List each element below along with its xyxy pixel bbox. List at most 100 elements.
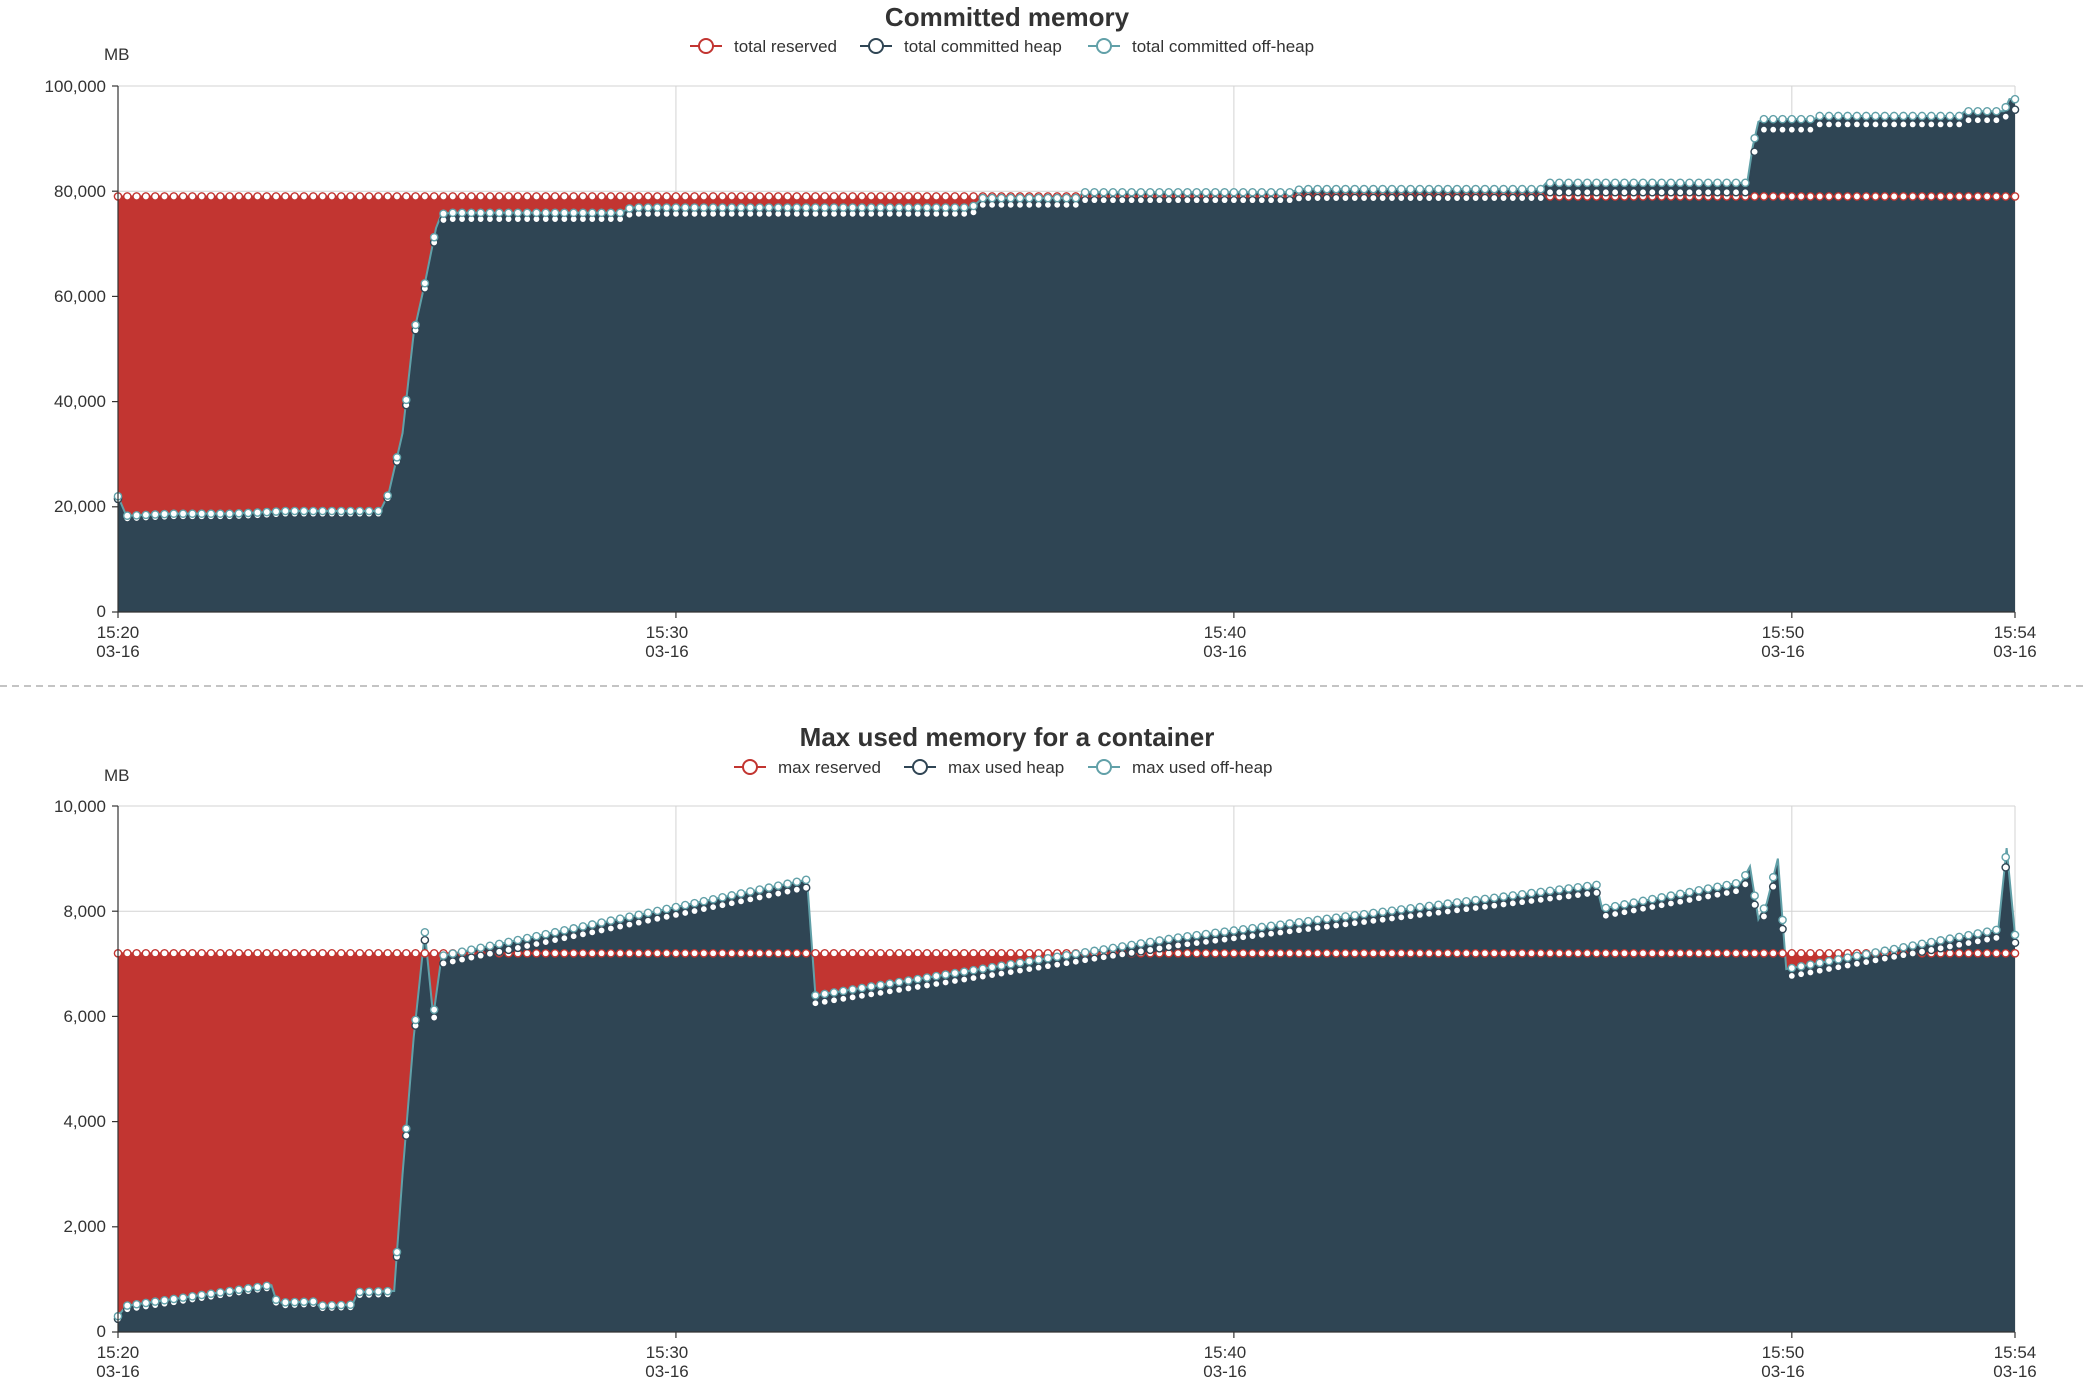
offheap-point [932, 971, 941, 981]
offheap-point [1992, 925, 2001, 935]
legend-item-total-committed-heap[interactable]: total committed heap [860, 37, 1062, 56]
heap-point [1675, 897, 1685, 907]
offheap-point [290, 1297, 299, 1307]
offheap-point [1117, 187, 1127, 197]
heap-point [1294, 194, 1304, 203]
offheap-point [1489, 893, 1499, 903]
reserved-point [420, 948, 430, 958]
heap-point [1210, 936, 1220, 946]
offheap-point [392, 1247, 402, 1257]
offheap-point [160, 1295, 169, 1305]
x-tick-date: 03-16 [645, 642, 688, 661]
legend-item-total-reserved[interactable]: total reserved [690, 37, 837, 56]
heap-point [1090, 195, 1099, 205]
offheap-point [1982, 927, 1992, 936]
offheap-point [1173, 187, 1183, 197]
heap-point [485, 949, 495, 959]
offheap-point [457, 208, 467, 218]
heap-point [1629, 187, 1639, 197]
offheap-point [1294, 185, 1304, 194]
offheap-point [1313, 915, 1322, 925]
reserved-point [904, 948, 913, 958]
reserved-point [271, 948, 281, 958]
offheap-point [1908, 111, 1918, 121]
offheap-point [1973, 929, 1983, 938]
reserved-point [522, 192, 532, 201]
offheap-point [308, 506, 318, 516]
reserved-point [718, 948, 727, 958]
y-tick-label: 20,000 [54, 497, 106, 516]
offheap-point [1183, 932, 1192, 941]
heap-point [1099, 195, 1108, 205]
offheap-point [913, 203, 923, 212]
reserved-point [262, 192, 272, 201]
offheap-point [1815, 958, 1825, 968]
heap-point [1006, 200, 1016, 210]
heap-point [1303, 193, 1313, 203]
offheap-point [1313, 184, 1322, 194]
heap-point [1359, 193, 1369, 203]
offheap-point [429, 232, 439, 242]
offheap-point [448, 949, 458, 958]
offheap-point [1387, 906, 1397, 915]
reserved-point [1787, 192, 1797, 201]
heap-point [1880, 120, 1890, 129]
reserved-point [1369, 948, 1378, 958]
offheap-point [746, 203, 755, 212]
offheap-point [987, 193, 997, 203]
heap-point [1517, 897, 1527, 907]
heap-point [1424, 193, 1434, 203]
offheap-point [1080, 948, 1090, 957]
legend-item-max-reserved[interactable]: max reserved [734, 758, 881, 777]
heap-point [922, 981, 932, 990]
offheap-point [1954, 111, 1964, 121]
heap-point [1964, 115, 1973, 125]
x-tick-date: 03-16 [96, 642, 139, 661]
offheap-point [857, 203, 867, 212]
reserved-point [550, 192, 560, 201]
offheap-point [253, 508, 262, 517]
offheap-point [1090, 946, 1099, 956]
heap-point [550, 935, 560, 945]
offheap-point [1787, 963, 1797, 973]
reserved-point [1555, 948, 1564, 958]
reserved-point [1982, 948, 1992, 958]
reserved-point [634, 948, 644, 958]
heap-point [1685, 187, 1694, 197]
reserved-point [532, 192, 541, 201]
legend-item-max-used-heap[interactable]: max used heap [904, 758, 1064, 777]
legend-marker-icon [868, 38, 884, 54]
heap-point [1313, 923, 1322, 933]
reserved-point [1778, 948, 1787, 958]
reserved-point [1954, 192, 1964, 201]
offheap-point [383, 1286, 392, 1296]
offheap-point [727, 203, 737, 212]
reserved-point [122, 192, 132, 201]
offheap-point [1201, 187, 1211, 197]
offheap-point [922, 973, 932, 982]
reserved-point [792, 192, 802, 201]
reserved-point [308, 948, 318, 958]
heap-point [1694, 893, 1704, 903]
offheap-point [215, 509, 225, 518]
offheap-point [736, 203, 746, 212]
reserved-point [764, 948, 774, 958]
reserved-point [885, 948, 895, 958]
offheap-point [1164, 187, 1174, 197]
reserved-point [866, 948, 876, 958]
heap-point [1276, 928, 1285, 937]
heap-point [1387, 193, 1397, 203]
reserved-point [234, 948, 244, 958]
heap-point [1908, 949, 1918, 958]
legend-item-total-committed-off-heap[interactable]: total committed off-heap [1088, 37, 1314, 56]
legend-item-max-used-off-heap[interactable]: max used off-heap [1088, 758, 1273, 777]
heap-point [1341, 193, 1350, 203]
offheap-point [1610, 178, 1620, 188]
heap-point [1025, 964, 1034, 974]
reserved-point [1992, 192, 2001, 201]
offheap-point [1834, 111, 1843, 121]
offheap-point [634, 910, 644, 920]
offheap-point [783, 203, 792, 212]
offheap-point [1657, 893, 1666, 902]
reserved-point [476, 192, 485, 201]
